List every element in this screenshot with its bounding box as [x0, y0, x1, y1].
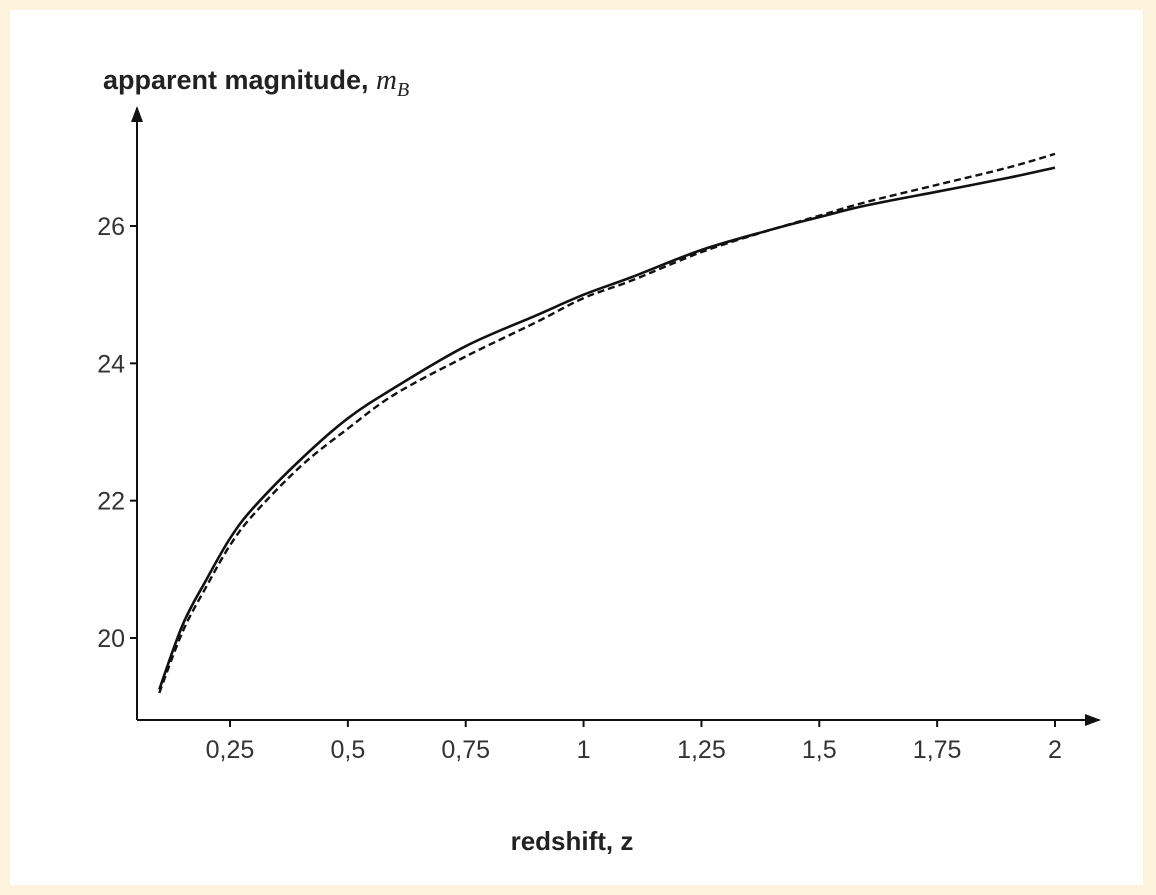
dashed-series-line — [158, 152, 1056, 694]
x-axis-label: redshift, z — [511, 826, 634, 856]
x-tick-label: 1 — [577, 736, 591, 764]
series-group — [158, 152, 1056, 694]
x-tick-label: 1,75 — [913, 736, 962, 764]
ticks-group: 0,25 0,5 0,75 1 1,25 1,5 1,75 2 20 22 24 26 — [97, 213, 1062, 764]
y-tick-label: 20 — [97, 625, 125, 653]
y-tick-label: 24 — [97, 350, 125, 378]
chart-frame — [10, 10, 1143, 885]
x-tick-label: 0,5 — [330, 736, 365, 764]
y-axis-label: apparent magnitude, mB — [103, 64, 409, 101]
x-tick-label: 2 — [1048, 736, 1062, 764]
solid-series-line — [158, 166, 1056, 690]
x-tick-label: 0,25 — [206, 736, 255, 764]
y-tick-label: 22 — [97, 488, 125, 516]
x-tick-label: 1,5 — [802, 736, 837, 764]
x-tick-label: 0,75 — [441, 736, 490, 764]
x-tick-label: 1,25 — [677, 736, 726, 764]
y-tick-label: 26 — [97, 213, 125, 241]
